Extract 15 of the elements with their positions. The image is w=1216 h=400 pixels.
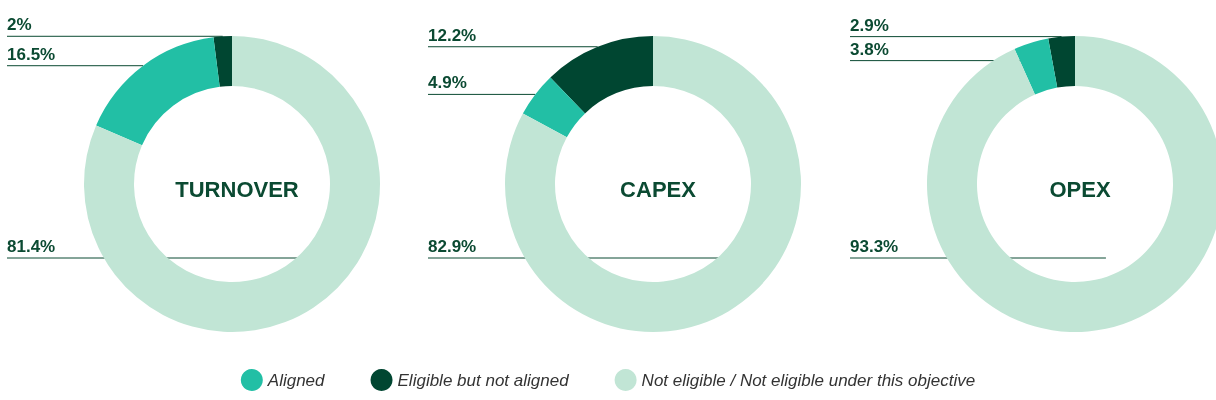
- data-label: 3.8%: [850, 39, 889, 59]
- data-label: 4.9%: [428, 73, 467, 93]
- data-label: 81.4%: [7, 237, 56, 256]
- text: CAPEX: [620, 176, 697, 202]
- data-label: 16.5%: [7, 44, 56, 64]
- legend-label: Eligible but not aligned: [397, 370, 570, 390]
- data-label: 12.2%: [428, 25, 477, 45]
- data-label: 2%: [7, 15, 32, 35]
- legend-label: Not eligible / Not eligible under this objective: [641, 370, 976, 390]
- text: TURNOVER: [175, 176, 299, 202]
- legend-label: Aligned: [266, 370, 326, 390]
- data-label: 82.9%: [428, 237, 477, 256]
- data-label: 2.9%: [850, 15, 889, 35]
- data-label: 93.3%: [850, 237, 899, 256]
- text: OPEX: [1049, 176, 1111, 202]
